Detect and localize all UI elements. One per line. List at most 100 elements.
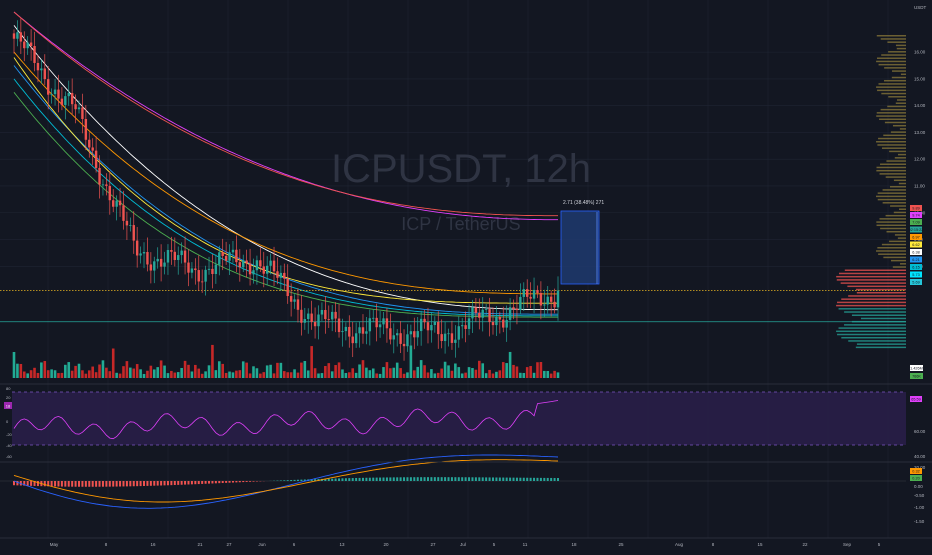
volume-profile-bar: [848, 340, 906, 342]
price-badge-label: 02:15:22: [909, 228, 924, 232]
volume-bar: [57, 373, 60, 378]
time-tick-label: 18: [571, 542, 577, 547]
time-tick-label: 20: [383, 542, 389, 547]
macd-histogram-bar: [99, 481, 101, 487]
macd-histogram-bar: [362, 478, 364, 481]
macd-histogram-bar: [122, 481, 124, 486]
macd-histogram-bar: [92, 481, 94, 487]
time-tick-label: Jul: [460, 542, 466, 547]
time-tick-label: 21: [197, 542, 203, 547]
volume-bar: [283, 371, 286, 378]
candle-body: [280, 273, 282, 278]
measure-box[interactable]: [561, 211, 599, 284]
macd-histogram-bar: [61, 481, 63, 487]
volume-profile-bar: [839, 327, 906, 329]
volume-bar: [505, 363, 508, 378]
candle-body: [328, 319, 330, 320]
macd-histogram-bar: [164, 481, 166, 485]
volume-bar: [557, 372, 560, 378]
volume-profile-bar: [841, 282, 906, 284]
macd-histogram-bar: [225, 481, 227, 483]
volume-bar: [331, 371, 334, 378]
volume-bar: [156, 367, 159, 378]
macd-histogram-bar: [341, 478, 343, 481]
volume-bar: [259, 374, 262, 378]
volume-bar: [150, 366, 153, 378]
volume-bar: [163, 366, 166, 378]
volume-profile-bar: [890, 205, 906, 207]
macd-histogram-bar: [471, 477, 473, 481]
volume-profile-bar: [878, 192, 906, 194]
macd-tick-label: 0.00: [914, 484, 923, 489]
volume-bar: [386, 362, 389, 378]
candle-body: [204, 270, 206, 282]
candle-body: [105, 184, 107, 185]
volume-bar: [208, 365, 211, 378]
macd-histogram-bar: [550, 478, 552, 481]
macd-histogram-bar: [348, 478, 350, 481]
candle-body: [133, 225, 135, 241]
macd-histogram-bar: [68, 481, 70, 487]
candle-body: [321, 310, 323, 315]
symbol-watermark: ICPUSDT, 12h: [331, 147, 591, 191]
macd-histogram-bar: [208, 481, 210, 484]
volume-bar: [519, 373, 522, 378]
volume-bar: [379, 374, 382, 378]
volume-bar: [177, 372, 180, 378]
volume-bar: [499, 370, 502, 378]
macd-histogram-bar: [143, 481, 145, 486]
candle-body: [499, 317, 501, 320]
volume-bar: [430, 369, 433, 378]
volume-profile-bar: [876, 170, 906, 172]
volume-profile-bar: [889, 151, 906, 153]
macd-histogram-bar: [547, 478, 549, 481]
price-tick-label: 16.00: [914, 50, 926, 55]
time-tick-label: 11: [523, 542, 528, 547]
candle-body: [317, 315, 319, 327]
volume-bar: [187, 365, 190, 378]
volume-profile-bar: [861, 318, 906, 320]
rsi-tick-label: 60.00: [914, 429, 926, 434]
macd-histogram-bar: [434, 477, 436, 481]
candle-body: [536, 290, 538, 293]
macd-histogram-bar: [376, 478, 378, 481]
macd-histogram-bar: [413, 477, 415, 481]
price-tick-label: 15.00: [914, 76, 926, 81]
price-badge-label: 6.38: [912, 251, 919, 255]
macd-histogram-bar: [280, 480, 282, 481]
macd-histogram-bar: [454, 477, 456, 481]
symbol-description-watermark: ICP / TetherUS: [401, 214, 520, 234]
macd-badge-label: 0.20: [912, 477, 919, 481]
volume-profile-bar: [878, 83, 906, 85]
candle-body: [50, 94, 52, 95]
candle-body: [119, 201, 121, 206]
volume-profile-bar: [856, 289, 906, 291]
candle-body: [228, 252, 230, 260]
volume-profile-bar: [881, 93, 906, 95]
macd-histogram-bar: [116, 481, 118, 487]
macd-histogram-bar: [157, 481, 159, 486]
macd-histogram-bar: [71, 481, 73, 487]
volume-bar: [358, 364, 361, 378]
volume-bar: [420, 360, 423, 378]
volume-profile-bar: [880, 173, 906, 175]
candle-body: [382, 318, 384, 324]
macd-histogram-bar: [410, 477, 412, 481]
volume-bar: [461, 373, 464, 378]
volume-profile-bar: [847, 286, 906, 288]
candle-body: [170, 250, 172, 252]
candle-body: [13, 33, 15, 38]
macd-histogram-bar: [30, 481, 32, 486]
time-tick-label: 16: [150, 542, 156, 547]
measure-tool[interactable]: 2.71 (38.48%) 271: [561, 200, 604, 284]
volume-profile-bar: [877, 225, 906, 227]
volume-bar: [95, 372, 98, 378]
volume-profile-bar: [895, 157, 906, 159]
candle-body: [23, 42, 25, 49]
candle-body: [485, 309, 487, 310]
volume-bar: [43, 361, 46, 378]
macd-histogram-bar: [187, 481, 189, 484]
time-tick-label: 22: [802, 542, 808, 547]
